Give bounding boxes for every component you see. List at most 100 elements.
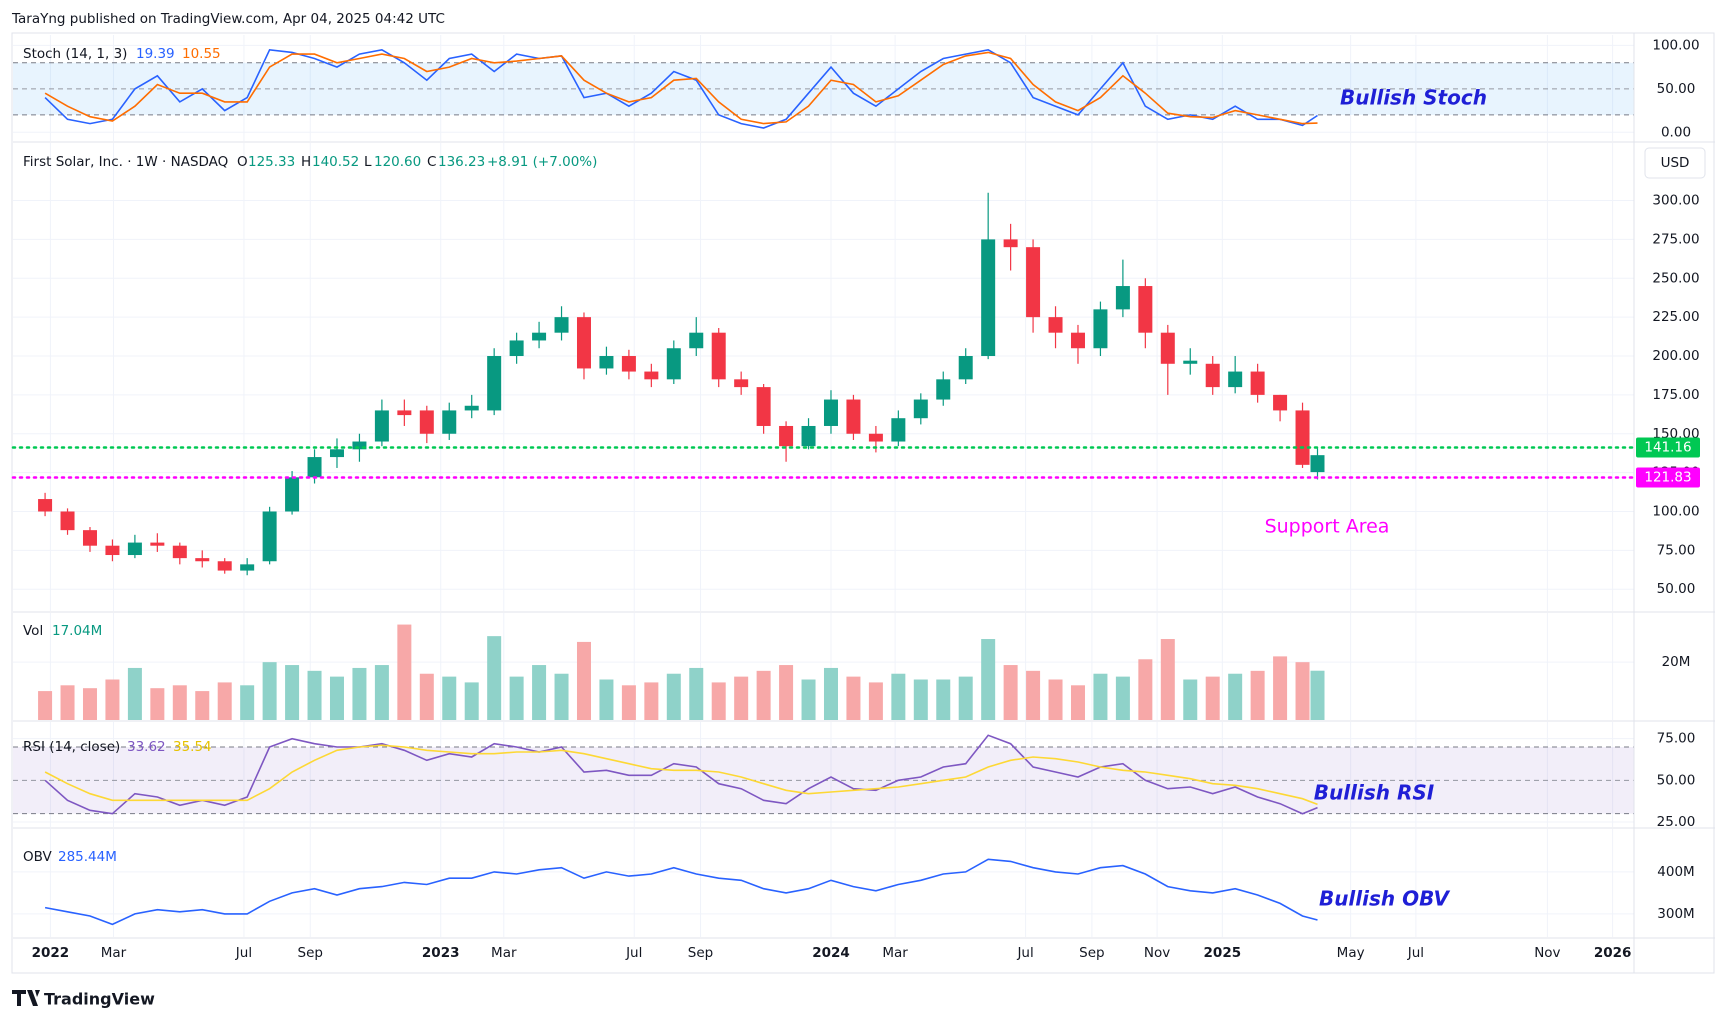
volume-bar [711,682,726,720]
volume-bar [756,670,771,720]
candle-body [38,499,53,512]
candle-body [150,542,165,546]
volume-bar [1228,673,1243,720]
logo [12,990,40,1006]
candle-body [868,433,883,442]
candle-body [689,332,704,349]
volume-bar [374,665,389,720]
x-tick-label: 2024 [812,945,850,961]
volume-bar [1250,670,1265,720]
y-tick-label: 50.00 [1657,772,1696,788]
volume-bar [240,685,255,720]
y-tick-label: 0.00 [1661,124,1691,140]
candle-body [487,356,502,411]
volume-bar [419,673,434,720]
ohlc-letter: H [301,154,311,170]
obv-value: 285.44M [58,849,117,865]
volume-bar [172,685,187,720]
volume-bar [105,679,120,720]
candle-body [1228,371,1243,388]
candle-body [105,545,120,556]
x-tick-label: Sep [688,945,713,961]
x-tick-label: Jul [1407,945,1424,961]
candle-body [532,332,547,341]
volume-bar [82,688,97,720]
x-tick-label: Jul [235,945,252,961]
volume-bar [397,624,412,720]
annotation: Bullish RSI [1314,781,1435,805]
candle-body [1310,455,1325,473]
volume-bar [868,682,883,720]
y-tick-label: 75.00 [1657,542,1696,558]
annotation: Bullish OBV [1319,887,1451,911]
candle-body [127,542,142,556]
volume-bar [1310,670,1325,720]
volume-bar [823,667,838,720]
volume-bar [352,667,367,720]
candle-body [285,477,300,512]
volume-bar [1183,679,1198,720]
volume-bar [150,688,165,720]
price-label-box [1636,467,1700,488]
stoch-legend: Stoch (14, 1, 3) [23,46,127,62]
vol-legend: Vol [23,623,43,639]
ohlc-value: 136.23 [438,154,485,170]
volume-bar [801,679,816,720]
candle-body [756,387,771,426]
ohlc-letter: O [237,154,248,170]
volume-bar [262,662,277,720]
x-tick-label: Mar [101,945,127,961]
price-label: 141.16 [1644,439,1691,455]
price-label-box [1636,437,1700,458]
annotation: Bullish Stoch [1340,86,1487,110]
ohlc-value: 140.52 [312,154,359,170]
volume-bar [958,676,973,720]
y-tick-label: 25.00 [1657,814,1696,830]
y-tick-label: 100.00 [1652,503,1699,519]
volume-bar [936,679,951,720]
y-tick-label: 300M [1657,906,1694,922]
volume-bar [60,685,75,720]
candle-body [307,457,322,478]
currency-box[interactable] [1644,147,1706,179]
indicator-line [44,858,1318,926]
volume-bar [1205,676,1220,720]
volume-bar [621,685,636,720]
volume-bar [1273,656,1288,720]
candle-body [1273,394,1288,411]
y-tick-label: 225.00 [1652,309,1699,325]
volume-bar [1138,659,1153,720]
candle-body [1250,371,1265,395]
candle-body [1205,363,1220,388]
y-tick-label: 50.00 [1657,581,1696,597]
candle-body [419,410,434,434]
candle-body [599,356,614,369]
volume-bar [217,682,232,720]
candle-body [891,418,906,442]
currency[interactable]: USD [1661,155,1690,171]
y-tick-label: 75.00 [1657,731,1696,747]
candle-body [240,564,255,571]
volume-bar [981,639,996,720]
volume-bar [464,682,479,720]
candle-body [936,379,951,400]
y-tick-label: 400M [1657,864,1694,880]
y-tick-label: 250.00 [1652,270,1699,286]
rsi-value: 33.62 [127,739,166,755]
candle-body [82,530,97,546]
candle-body [981,239,996,357]
ohlc-value: 120.60 [374,154,421,170]
candle-body [262,511,277,562]
footer: TradingView [44,990,155,1009]
candle-body [397,410,412,416]
obv-legend: OBV [23,849,52,865]
vol-value: 17.04M [52,623,102,639]
candle-body [846,399,861,434]
x-tick-label: May [1337,945,1365,961]
volume-bar [127,667,142,720]
candle-body [958,356,973,380]
volume-bar [195,691,210,720]
indicator-line [44,48,1318,129]
volume-bar [1160,639,1175,720]
